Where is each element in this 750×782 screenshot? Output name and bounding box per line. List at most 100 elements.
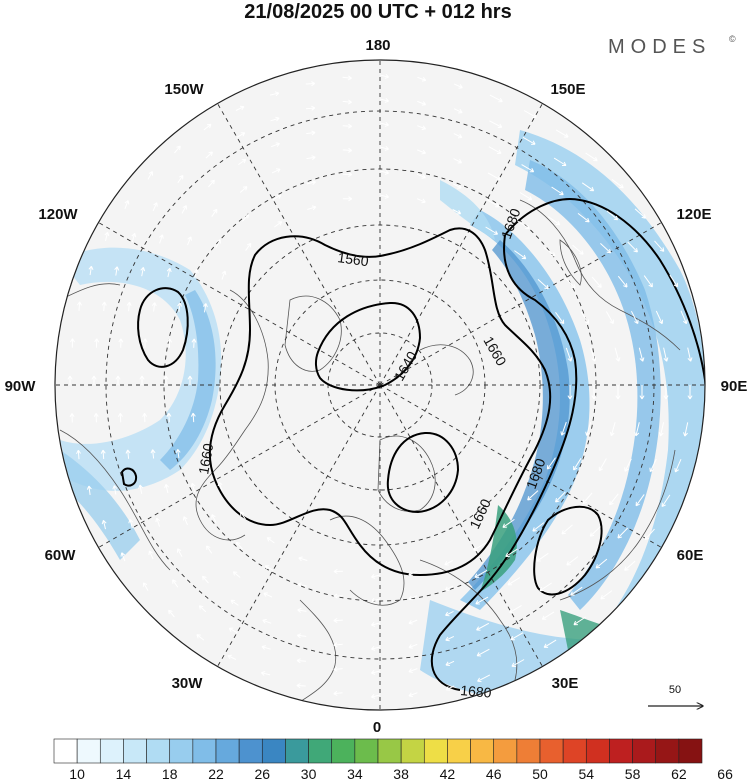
- coastline-arctic-siberia: [419, 344, 474, 396]
- wind-arrow: [196, 634, 205, 641]
- wind-arrow: [511, 659, 525, 667]
- wind-arrow: [262, 618, 272, 624]
- meridian-line: [98, 222, 381, 386]
- contour-1680-small: [120, 467, 138, 487]
- wind-arrow: [91, 375, 97, 385]
- contour-label: 1680: [460, 682, 493, 701]
- lon-label-150e: 150E: [550, 81, 585, 98]
- wind-arrow: [536, 552, 549, 562]
- wind-arrow: [270, 116, 280, 122]
- vector-reference-label: 50: [669, 684, 681, 696]
- wind-arrow: [453, 108, 463, 114]
- wind-arrow: [172, 579, 179, 588]
- wind-arrow: [260, 671, 271, 676]
- wind-arrow: [296, 683, 306, 689]
- colorbar-swatch: [423, 738, 448, 764]
- wind-arrow: [476, 622, 490, 631]
- wind-arrow: [644, 528, 655, 540]
- wind-arrow: [408, 643, 418, 649]
- wind-arrow: [205, 151, 213, 159]
- colorbar-swatch: [539, 738, 564, 764]
- wind-arrow: [306, 130, 316, 136]
- wind-arrow: [649, 458, 657, 473]
- wind-arrow: [201, 448, 206, 458]
- colorbar-swatch: [377, 738, 402, 764]
- wind-arrow: [573, 457, 582, 471]
- wind-arrow: [174, 145, 181, 154]
- wind-arrow: [217, 481, 223, 491]
- coastline-africa: [294, 599, 337, 706]
- wind-arrow: [655, 310, 664, 325]
- wind-arrow: [164, 483, 170, 494]
- wind-arrow: [580, 311, 590, 325]
- wind-arrow: [453, 133, 463, 139]
- wind-arrow: [582, 492, 593, 505]
- wind-arrow: [215, 239, 221, 248]
- wind-arrow: [124, 200, 130, 210]
- contour-1680-inner: [430, 234, 578, 691]
- colorbar-swatch: [354, 738, 379, 764]
- wind-arrow: [131, 232, 137, 243]
- wind-arrow: [142, 582, 149, 591]
- longitude-labels: 180 150E 120E 90E 60E 30E 0 30W 60W 90W …: [5, 37, 748, 736]
- jet-band-southwest: [55, 450, 140, 560]
- coastline-greenland: [284, 295, 342, 372]
- wind-arrow: [159, 234, 164, 244]
- wind-arrow: [104, 231, 110, 242]
- wind-arrow: [139, 375, 145, 385]
- wind-arrow: [627, 241, 638, 253]
- wind-arrow: [452, 209, 462, 215]
- lon-label-60w: 60W: [45, 547, 77, 564]
- wind-arrow: [69, 413, 75, 423]
- wind-arrow: [167, 338, 173, 348]
- colorbar-swatch: [400, 738, 425, 764]
- wind-arrow: [333, 593, 343, 599]
- wind-arrow: [342, 123, 352, 129]
- lon-label-30e: 30E: [552, 675, 579, 692]
- wind-arrow: [263, 592, 273, 598]
- wind-arrow: [624, 560, 636, 571]
- wind-arrow: [663, 347, 669, 362]
- wind-arrow: [509, 604, 522, 614]
- wind-arrow: [445, 685, 455, 691]
- wind-arrow: [609, 493, 619, 506]
- wind-arrow: [112, 485, 118, 495]
- wind-arrow: [190, 412, 196, 423]
- wind-arrow: [245, 242, 252, 251]
- contour-label: 1560: [337, 249, 370, 269]
- lon-label-120w: 120W: [38, 206, 78, 223]
- wind-arrow: [510, 632, 524, 641]
- colorbar-swatch: [470, 738, 495, 764]
- wind-arrow: [487, 172, 501, 181]
- wind-arrow: [476, 648, 490, 657]
- wind-arrow: [370, 646, 381, 651]
- brand-logo: MODES: [608, 36, 711, 58]
- wind-arrow: [543, 639, 557, 648]
- wind-arrow: [543, 247, 556, 257]
- wind-arrow: [477, 674, 491, 683]
- colorbar-tick-label: 42: [440, 766, 456, 782]
- colorbar-swatch: [308, 738, 333, 764]
- wind-arrow: [561, 524, 573, 535]
- wind-arrow: [163, 375, 169, 385]
- wind-arrow: [591, 276, 602, 288]
- wind-arrow: [296, 633, 307, 639]
- wind-arrow: [453, 83, 463, 89]
- coastline-india: [559, 449, 676, 601]
- colorbar: 10141822263034384246505458626670: [53, 738, 733, 782]
- wind-patch-north: [440, 180, 495, 240]
- wind-arrow: [417, 173, 426, 179]
- wind-arrow: [150, 449, 156, 459]
- lon-label-90e: 90E: [721, 378, 748, 395]
- wind-arrow: [69, 338, 75, 348]
- wind-arrow: [523, 110, 537, 118]
- wind-arrow: [76, 301, 82, 311]
- wind-arrow: [193, 268, 199, 279]
- wind-arrow: [187, 236, 192, 246]
- wind-arrow: [190, 482, 196, 493]
- colorbar-tick-label: 22: [208, 766, 224, 782]
- wind-arrow: [379, 122, 390, 127]
- wind-arrow: [177, 302, 183, 312]
- wind-arrow: [687, 385, 693, 400]
- wind-arrow: [148, 550, 154, 560]
